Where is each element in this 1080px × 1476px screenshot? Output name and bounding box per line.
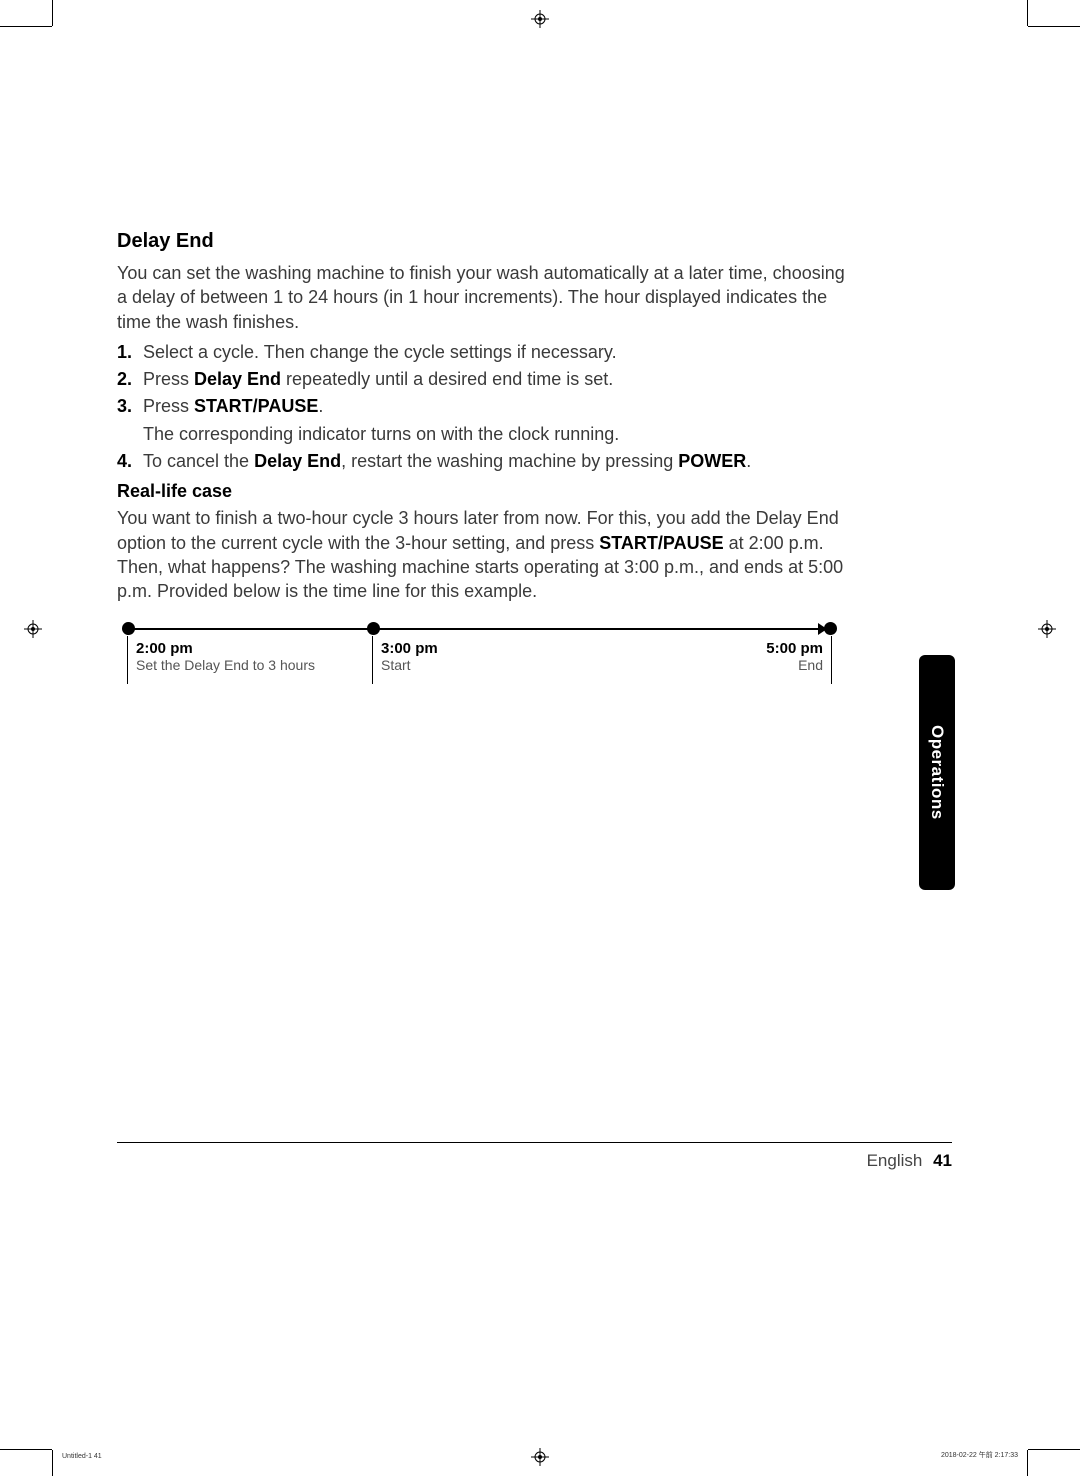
section-heading: Delay End xyxy=(117,230,857,253)
timeline-desc: Start xyxy=(381,657,438,673)
crop-mark xyxy=(0,1449,52,1450)
registration-mark-icon xyxy=(24,620,42,638)
step-number: 2. xyxy=(117,367,143,391)
case-paragraph: You want to finish a two-hour cycle 3 ho… xyxy=(117,506,857,603)
page-number: 41 xyxy=(933,1151,952,1170)
crop-mark xyxy=(1027,1450,1028,1476)
timeline-labels: 2:00 pm Set the Delay End to 3 hours 3:0… xyxy=(122,622,837,690)
section-tab: Operations xyxy=(919,655,955,890)
step-number: 4. xyxy=(117,449,143,473)
timeline-time: 5:00 pm xyxy=(766,640,823,657)
footer-language: English xyxy=(867,1151,923,1170)
timeline-time: 3:00 pm xyxy=(381,640,438,657)
registration-mark-icon xyxy=(1038,620,1056,638)
timeline-time: 2:00 pm xyxy=(136,640,315,657)
subsection-heading: Real-life case xyxy=(117,481,857,502)
crop-mark xyxy=(0,26,52,27)
timeline-label: 2:00 pm Set the Delay End to 3 hours xyxy=(127,636,315,684)
registration-mark-icon xyxy=(531,1448,549,1466)
print-meta-left: Untitled-1 41 xyxy=(62,1453,102,1460)
crop-mark xyxy=(1028,26,1080,27)
footer-text: English 41 xyxy=(117,1151,952,1171)
timeline-desc: Set the Delay End to 3 hours xyxy=(136,657,315,673)
crop-mark xyxy=(1028,1449,1080,1450)
intro-paragraph: You can set the washing machine to finis… xyxy=(117,261,857,334)
step-item: 2. Press Delay End repeatedly until a de… xyxy=(117,367,857,391)
timeline-label: 5:00 pm End xyxy=(766,636,832,684)
page-footer: English 41 xyxy=(117,1142,952,1172)
step-item: 1. Select a cycle. Then change the cycle… xyxy=(117,340,857,364)
step-item: 3. Press START/PAUSE. xyxy=(117,394,857,418)
crop-mark xyxy=(1027,0,1028,26)
steps-list: 1. Select a cycle. Then change the cycle… xyxy=(117,340,857,473)
step-text: Press START/PAUSE. xyxy=(143,394,857,418)
footer-divider xyxy=(117,1142,952,1144)
print-meta-right: 2018-02-22 午前 2:17:33 xyxy=(941,1450,1018,1460)
crop-mark xyxy=(52,0,53,26)
step-text: Press Delay End repeatedly until a desir… xyxy=(143,367,857,391)
timeline-label: 3:00 pm Start xyxy=(372,636,438,684)
step-text: To cancel the Delay End, restart the was… xyxy=(143,449,857,473)
step-number: 1. xyxy=(117,340,143,364)
step-item: 4. To cancel the Delay End, restart the … xyxy=(117,449,857,473)
page-content: Delay End You can set the washing machin… xyxy=(117,230,857,690)
crop-mark xyxy=(52,1450,53,1476)
timeline-desc: End xyxy=(766,657,823,673)
step-text: Select a cycle. Then change the cycle se… xyxy=(143,340,857,364)
step-subtext: The corresponding indicator turns on wit… xyxy=(117,422,857,446)
step-number: 3. xyxy=(117,394,143,418)
registration-mark-icon xyxy=(531,10,549,28)
timeline-diagram: 2:00 pm Set the Delay End to 3 hours 3:0… xyxy=(122,622,837,690)
